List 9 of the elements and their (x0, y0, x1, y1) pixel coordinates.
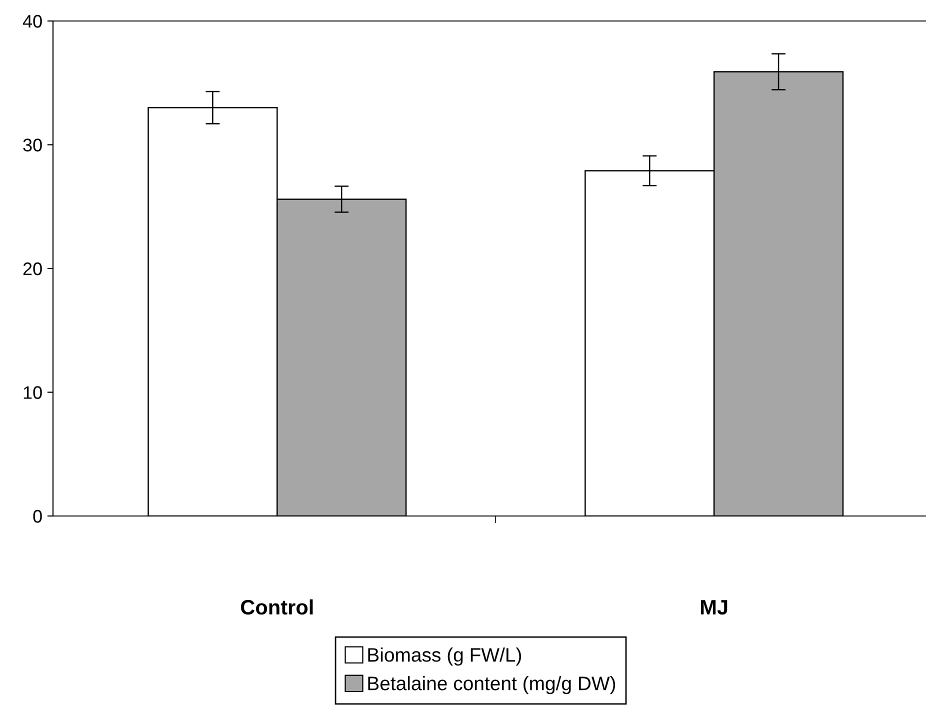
x-tick-label: MJ (701, 600, 728, 615)
y-tick-label: 30 (23, 138, 42, 152)
x-tick-label: Control (240, 599, 313, 615)
y-tick-label: 0 (33, 510, 42, 523)
y-tick-label: 40 (22, 14, 42, 28)
y-tick-label: 20 (23, 262, 42, 276)
legend-label: Biomass (g FW/L) (368, 648, 522, 666)
y-tick-label: 10 (24, 386, 42, 399)
legend-label: Betalaine content (mg/g DW) (368, 676, 616, 694)
